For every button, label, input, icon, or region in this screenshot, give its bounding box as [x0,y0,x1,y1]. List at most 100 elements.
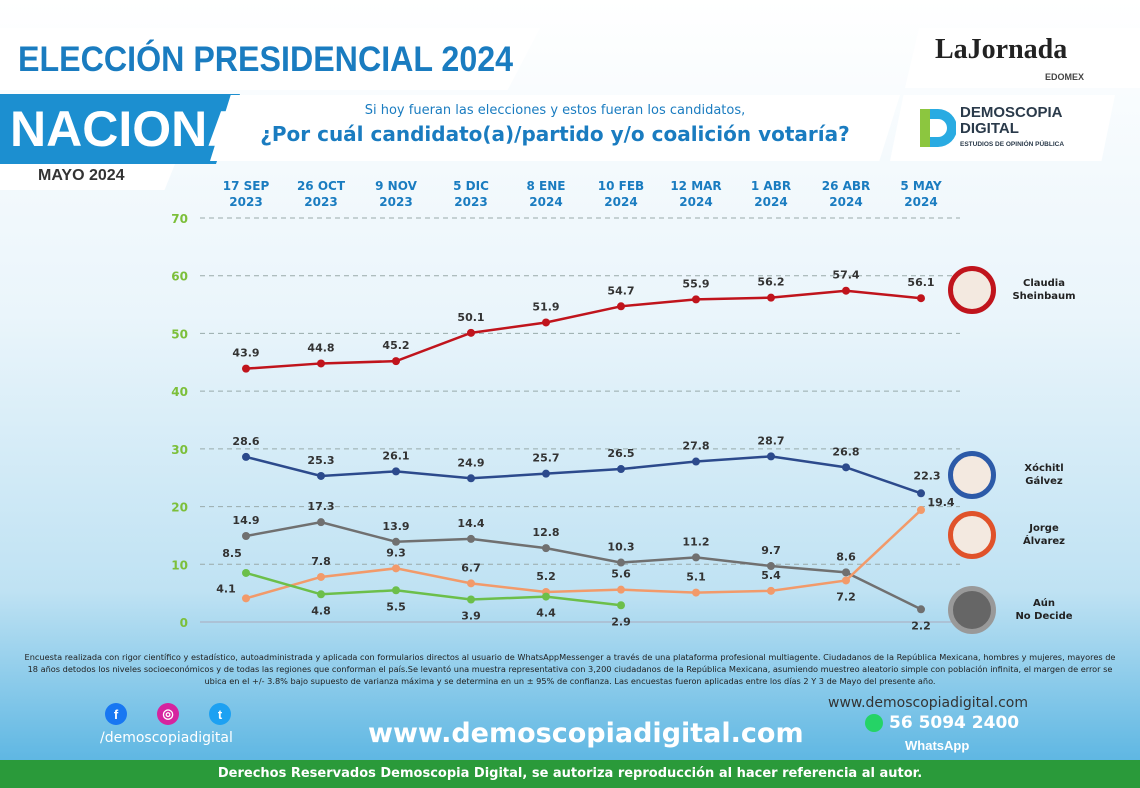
x-tick-label: 5 MAY [900,179,942,193]
data-point [767,562,775,571]
page-title: ELECCIÓN PRESIDENCIAL 2024 [18,40,514,79]
data-label: 4.1 [216,582,236,595]
data-point [542,469,550,478]
question-icon [948,586,996,634]
legend-item: Xóchitl Gálvez [948,451,1084,499]
facebook-icon[interactable]: f [105,703,127,725]
data-point [842,576,850,585]
x-tick-label: 2024 [529,195,562,209]
footer-copyright: Derechos Reservados Demoscopia Digital, … [0,760,1140,788]
data-point [317,572,325,581]
data-point [317,590,325,599]
series-line [245,520,922,611]
data-point [917,489,925,498]
twitter-icon[interactable]: t [209,703,231,725]
data-point [392,357,400,366]
x-tick-label: 2024 [604,195,637,209]
data-label: 12.8 [532,526,559,539]
series-line [245,571,622,607]
data-label: 26.1 [382,449,409,462]
data-label: 14.9 [232,514,259,527]
data-label: 13.9 [382,520,409,533]
data-label: 28.6 [232,435,259,448]
data-point [242,594,250,603]
brand-logo: DEMOSCOPIA DIGITAL ESTUDIOS DE OPINIÓN PÚ… [890,95,1115,161]
month-label: MAYO 2024 [38,167,125,184]
x-tick-label: 2024 [679,195,712,209]
data-point [242,532,250,541]
phone-text: 56 5094 2400 [889,713,1020,733]
x-tick-label: 2023 [304,195,337,209]
data-point [542,592,550,601]
data-label: 5.5 [386,600,406,613]
x-tick-label: 2024 [754,195,787,209]
brand-tagline: ESTUDIOS DE OPINIÓN PÚBLICA [960,141,1065,148]
y-tick-label: 10 [171,558,188,572]
data-label: 7.8 [311,555,331,568]
question-banner: Si hoy fueran las elecciones y estos fue… [210,95,900,161]
brand-line2: DIGITAL [960,120,1019,137]
data-label: 43.9 [232,347,259,360]
data-point [317,518,325,527]
x-tick-label: 2023 [379,195,412,209]
data-point [392,537,400,546]
data-label: 2.9 [611,615,631,628]
data-label: 6.7 [461,561,481,574]
data-point [842,286,850,295]
data-point [467,579,475,588]
social-links: f ◎ t [105,703,231,725]
data-point [692,295,700,304]
series-line [245,289,922,370]
title-banner: ELECCIÓN PRESIDENCIAL 2024 [0,28,540,90]
data-point [467,328,475,337]
data-point [467,595,475,604]
x-tick-label: 5 DIC [453,179,489,193]
data-point [617,601,625,610]
instagram-icon[interactable]: ◎ [157,703,179,725]
data-point [317,359,325,368]
candidate-avatar [948,511,996,559]
legend-label: Jorge Álvarez [1023,523,1065,547]
y-tick-label: 30 [171,443,188,457]
question-title: ¿Por cuál candidato(a)/partido y/o coali… [260,122,850,146]
data-label: 24.9 [457,456,484,469]
data-label: 2.2 [911,619,931,632]
data-label: 5.6 [611,568,631,581]
data-point [392,467,400,476]
website-link[interactable]: www.demoscopiadigital.com [368,718,804,749]
whatsapp-icon [865,714,883,732]
x-tick-label: 17 SEP [223,179,270,193]
data-label: 26.5 [607,447,634,460]
data-label: 7.2 [836,590,856,603]
partner-logo: LaJornada EDOMEX [905,28,1140,88]
series-line [245,455,922,495]
data-point [242,568,250,577]
website-link-small[interactable]: www.demoscopiadigital.com [828,695,1028,711]
x-tick-label: 2023 [454,195,487,209]
data-label: 22.3 [913,469,940,482]
x-tick-label: 9 NOV [375,179,417,193]
data-label: 17.3 [307,500,334,513]
data-point [242,364,250,373]
data-label: 19.4 [927,496,954,509]
data-point [767,586,775,595]
data-point [692,588,700,597]
data-point [692,457,700,466]
data-label: 54.7 [607,284,634,297]
x-tick-label: 10 FEB [598,179,644,193]
data-label: 8.5 [222,547,242,560]
social-handle: /demoscopiadigital [100,730,233,746]
data-label: 28.7 [757,434,784,447]
x-tick-label: 8 ENE [527,179,566,193]
data-label: 50.1 [457,311,484,324]
data-label: 11.2 [682,535,709,548]
data-label: 9.3 [386,546,406,559]
x-tick-label: 2023 [229,195,262,209]
data-point [392,586,400,595]
x-tick-label: 26 OCT [297,179,346,193]
month-banner: MAYO 2024 [0,164,175,190]
data-label: 44.8 [307,341,334,354]
candidate-avatar [948,266,996,314]
legend-label: Claudia Sheinbaum [1012,278,1076,302]
data-point [542,318,550,327]
